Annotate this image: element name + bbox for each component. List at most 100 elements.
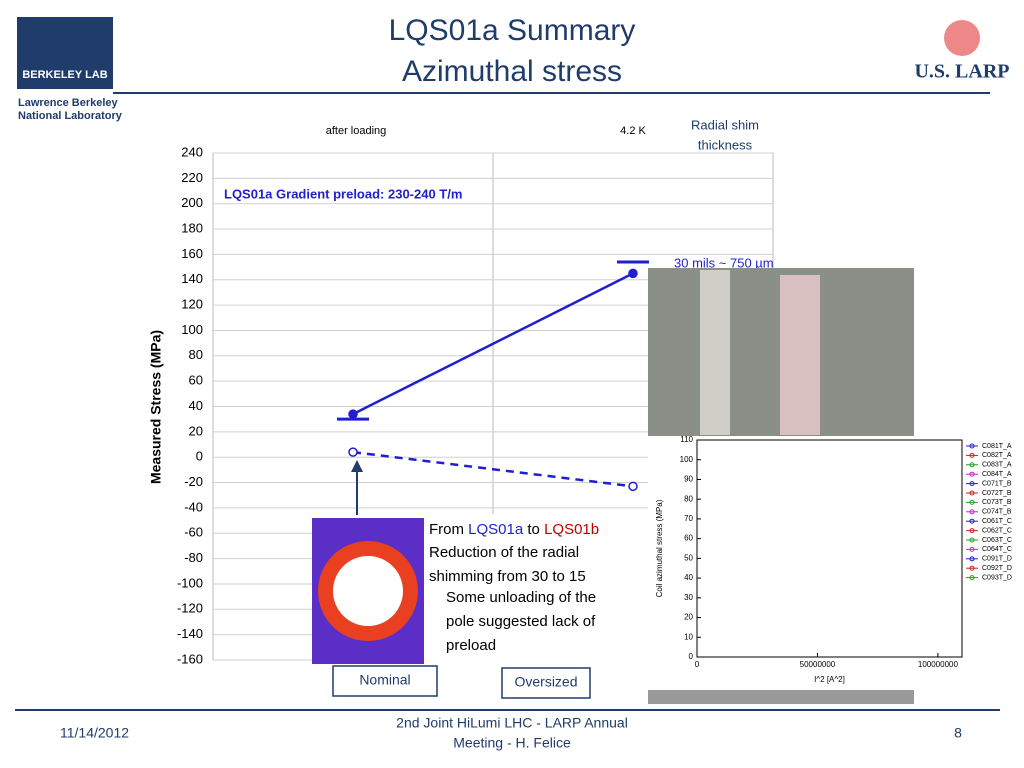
y-tick-label: 20 [189, 423, 203, 438]
berkeley-logo [17, 17, 113, 89]
legend-marker [969, 546, 975, 552]
y-tick-label: 220 [181, 170, 203, 185]
y-tick-label: 80 [684, 494, 693, 503]
legend-label: C072T_B [982, 490, 1012, 497]
magnet-bore [333, 556, 403, 626]
photo-detail [700, 270, 730, 435]
footer-date: 11/14/2012 [60, 725, 129, 741]
photo-detail [780, 275, 820, 435]
larp-text: U.S. LARP [914, 61, 1009, 83]
legend-marker [969, 443, 975, 449]
y-tick-label: -120 [177, 601, 203, 616]
text: LQS01b [544, 521, 599, 538]
lab-name: Lawrence Berkeley [18, 97, 119, 109]
legend-label: C061T_C [982, 518, 1012, 525]
slide-title: LQS01a Summary [389, 14, 636, 47]
y-tick-label: -60 [184, 525, 203, 540]
y-tick-label: 100 [680, 455, 694, 464]
inset-background [648, 436, 966, 690]
y-tick-label: -20 [184, 474, 203, 489]
x-tick-label: 100000000 [918, 660, 959, 669]
inset-plot [696, 439, 963, 658]
legend-label: C064T_C [982, 546, 1012, 553]
y-tick-label: 50 [684, 553, 693, 562]
y-tick-label: 140 [181, 271, 203, 286]
legend-marker [969, 518, 975, 524]
y-tick-label: -160 [177, 651, 203, 666]
oversized-button [501, 667, 591, 699]
legend-label: C062T_C [982, 527, 1012, 534]
legend-marker [969, 490, 975, 496]
legend-marker [969, 499, 975, 505]
text: to [527, 521, 540, 538]
x-axis-label: I^2 [A^2] [814, 675, 845, 684]
legend-label: C092T_D [982, 565, 1012, 572]
callout-line: pole suggested lack of [446, 613, 596, 630]
y-tick-label: 100 [181, 322, 203, 337]
y-tick-label: 10 [684, 632, 693, 641]
legend-marker [969, 462, 975, 468]
legend-marker [969, 528, 975, 534]
textbox-line: Reduction of the radial [429, 544, 579, 561]
data-point [628, 268, 638, 279]
larp-logo [944, 20, 980, 56]
y-tick-label: -80 [184, 550, 203, 565]
legend-label: C093T_D [982, 574, 1012, 581]
legend-label: C091T_D [982, 556, 1012, 563]
y-tick-label: 40 [684, 573, 693, 582]
y-tick-label: 0 [196, 449, 203, 464]
legend-label: C071T_B [982, 480, 1012, 487]
legend-label: C083T_A [982, 462, 1012, 469]
y-tick-label: 40 [189, 398, 203, 413]
category-label: 4.2 K [620, 125, 646, 137]
y-tick-label: 80 [189, 347, 203, 362]
logo-text: BERKELEY LAB [22, 69, 107, 81]
callout-line: Some unloading of the [446, 589, 596, 606]
x-tick-label: 0 [695, 660, 700, 669]
y-tick-label: 180 [181, 220, 203, 235]
inset-chart: 0 10 20 30 40 50 60 70 80 90 100 110 0 50000000 100000… [648, 435, 1012, 690]
footer-meeting: Meeting - H. Felice [453, 735, 571, 751]
y-tick-label: 60 [684, 534, 693, 543]
y-tick-label: -140 [177, 626, 203, 641]
series-line [352, 272, 634, 416]
legend-marker [969, 452, 975, 458]
legend-label: C073T_B [982, 499, 1012, 506]
y-axis-label: Measured Stress (MPa) [148, 330, 164, 484]
y-tick-label: 120 [181, 297, 203, 312]
annotation: 30 mils ~ 750 µm [674, 255, 774, 270]
category-label: after loading [326, 125, 387, 137]
legend-marker [969, 537, 975, 543]
y-tick-label: 160 [181, 246, 203, 261]
legend-marker [969, 575, 975, 581]
slide-subtitle: Azimuthal stress [402, 55, 622, 88]
y-tick-label: 70 [684, 514, 693, 523]
legend-marker [969, 509, 975, 515]
text: From [429, 521, 464, 538]
y-tick-label: 200 [181, 195, 203, 210]
y-tick-label: -40 [184, 499, 203, 514]
legend-label: C074T_B [982, 509, 1012, 516]
legend-label: C081T_A [982, 443, 1012, 450]
photo-strip [648, 690, 914, 704]
legend-label: C082T_A [982, 452, 1012, 459]
nominal-button [332, 665, 438, 697]
lab-name: National Laboratory [18, 110, 123, 122]
legend-marker [969, 471, 975, 477]
y-tick-label: -100 [177, 575, 203, 590]
y-tick-label: 110 [680, 435, 693, 444]
legend-marker [969, 556, 975, 562]
legend-label: C063T_C [982, 537, 1012, 544]
legend-marker [969, 565, 975, 571]
y-tick-label: 60 [189, 373, 203, 388]
y-tick-label: 30 [684, 593, 693, 602]
data-point [348, 447, 358, 457]
x-tick-label: 50000000 [800, 660, 836, 669]
data-point [348, 409, 358, 419]
y-tick-label: 0 [689, 652, 694, 661]
y-tick-label: 20 [684, 613, 693, 622]
callout-line: preload [446, 637, 496, 654]
button-label: Nominal [359, 672, 410, 688]
textbox-line: shimming from 30 to 15 [429, 568, 586, 585]
